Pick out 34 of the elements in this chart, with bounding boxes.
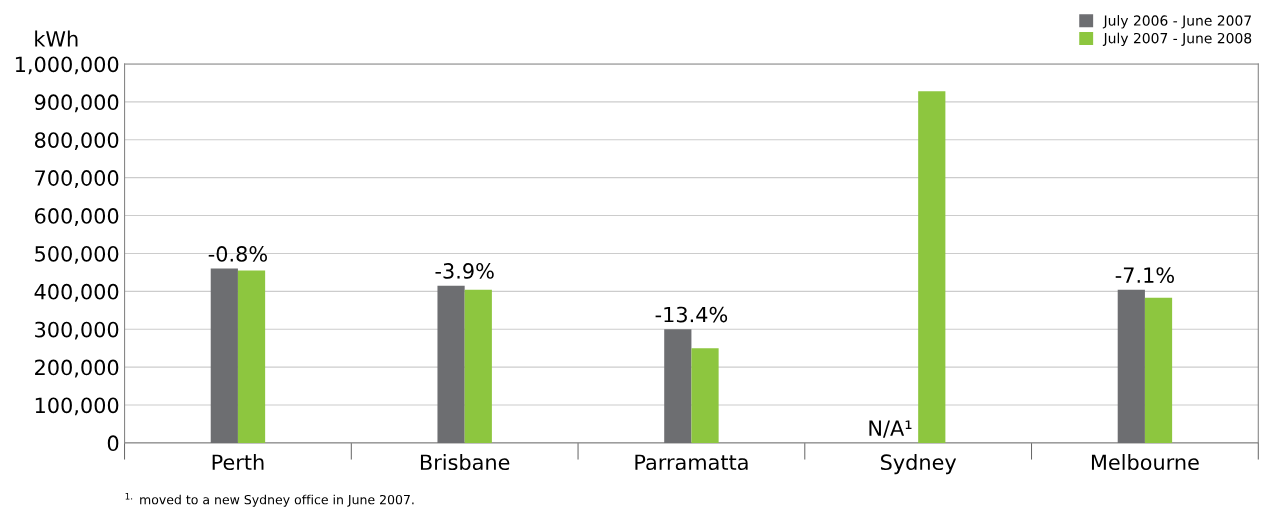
y-axis-title: kWh [35, 30, 78, 47]
y-tick-label: 600,000 [35, 208, 119, 226]
x-tick-label: Parramatta [635, 454, 748, 471]
annotation: -7.1% [1115, 267, 1174, 283]
x-tick-label: Melbourne [1091, 453, 1199, 471]
x-tick-label: Sydney [880, 453, 957, 475]
legend-label: July 2007 - June 2008 [1102, 32, 1252, 47]
annotation: -13.4% [655, 306, 728, 323]
text: $^{1.}$ moved to a new Sydney office in June 2007. [125, 493, 414, 507]
annotation: N/A¹ [869, 420, 912, 438]
y-tick-label: 700,000 [35, 170, 119, 188]
y-tick-label: 300,000 [35, 321, 119, 340]
y-tick-label: 400,000 [34, 283, 119, 302]
y-tick-label: 900,000 [34, 94, 119, 113]
y-tick-label: 200,000 [35, 359, 119, 378]
bar [918, 91, 946, 443]
bar [1117, 289, 1145, 443]
bar [237, 270, 266, 443]
x-tick-label: Perth [212, 453, 264, 471]
y-tick-label: 500,000 [35, 245, 119, 264]
bar [664, 329, 692, 443]
bar [210, 268, 238, 443]
y-tick-label: 1,000,000 [15, 56, 119, 75]
y-tick-label: 100,000 [35, 397, 119, 416]
bar [464, 289, 492, 443]
annotation: -0.8% [208, 246, 268, 262]
y-tick-label: 800,000 [34, 132, 119, 151]
bar [437, 285, 465, 443]
y-tick-label: 0 [107, 435, 119, 452]
bar [691, 348, 719, 443]
bar [1144, 297, 1173, 443]
annotation: -3.9% [435, 263, 494, 279]
legend-label: July 2006 - June 2007 [1102, 15, 1251, 29]
x-tick-label: Brisbane [420, 453, 510, 471]
